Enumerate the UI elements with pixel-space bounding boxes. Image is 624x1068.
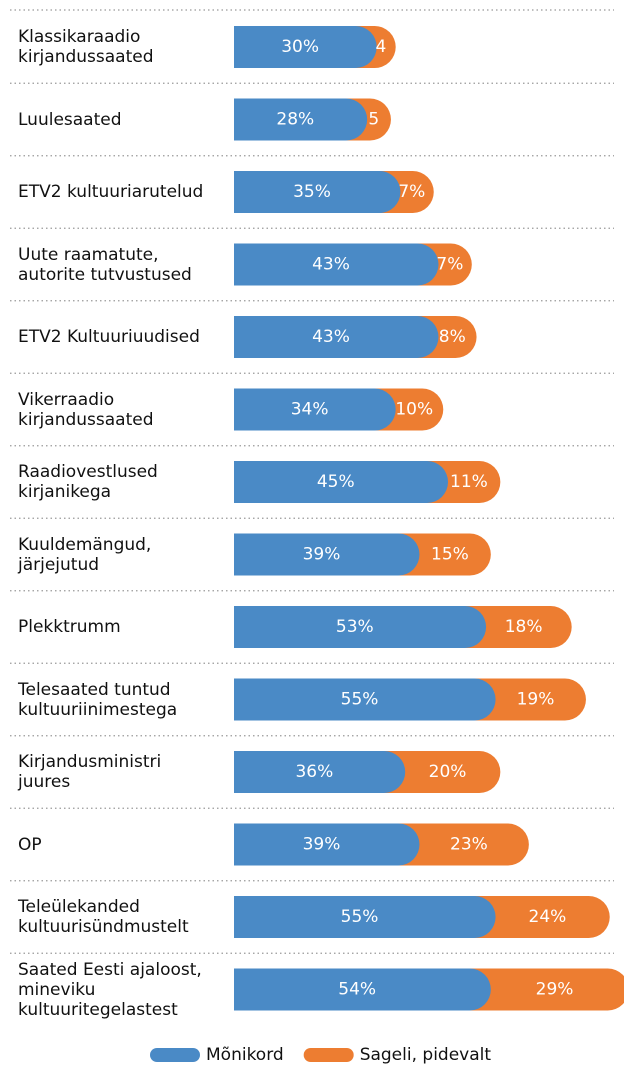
bar-segment [234,316,439,358]
bar-segment [474,896,610,938]
bar-segment [234,606,487,648]
bar-segment [465,606,572,648]
bar-segment [234,171,401,213]
value-label: 35% [293,182,331,202]
bar-segment [234,968,491,1011]
bar-segment [234,26,377,68]
bar-segment [427,461,501,503]
bar-segment [474,678,586,721]
value-label: 54% [338,980,376,1000]
bar-segment [234,533,420,576]
value-label: 4 [376,37,387,57]
legend-label: Mõnikord [206,1045,284,1065]
category-label: Raadiovestlused kirjanikega [18,462,158,502]
value-label: 11% [450,472,488,492]
value-label: 29% [536,980,574,1000]
legend-swatch [150,1048,200,1062]
value-label: 7% [436,255,463,275]
bar-segment [234,98,368,141]
value-label: 20% [429,762,467,782]
value-label: 39% [303,545,341,565]
category-label: Saated Eesti ajaloost, mineviku kultuuri… [18,959,202,1020]
value-label: 45% [317,472,355,492]
category-label: Uute raamatute, autorite tutvustused [18,244,192,285]
value-label: 55% [341,907,379,927]
value-label: 19% [517,690,555,710]
bar-segment [234,243,439,286]
value-label: 24% [529,907,567,927]
bar-segment [398,533,491,576]
value-label: 7% [398,182,425,202]
legend-swatch [303,1048,354,1062]
bar-segment [398,823,529,866]
category-label: Telesaated tuntud kultuuriinimestega [18,679,178,720]
bar-segment [234,678,496,721]
value-label: 30% [281,37,319,57]
value-label: 5 [368,110,379,130]
bar-segment [384,751,501,793]
value-label: 55% [341,690,379,710]
value-label: 28% [276,110,314,130]
category-label: OP [18,834,42,855]
category-label: Klassikaraadio kirjandussaated [18,27,154,67]
value-label: 43% [312,327,350,347]
value-label: 8% [439,327,466,347]
category-label: ETV2 kultuuriarutelud [18,182,204,202]
category-label: Luulesaated [18,109,122,130]
category-label: Kirjandusministri juures [18,752,162,792]
bar-segment [234,388,396,431]
bar-segment [469,968,624,1011]
value-label: 39% [303,835,341,855]
legend-label: Sageli, pidevalt [360,1045,492,1065]
bar-segment [234,751,406,793]
value-label: 15% [431,545,469,565]
category-label: ETV2 Kultuuriuudised [18,327,200,347]
bar-segment [234,823,420,866]
value-label: 23% [450,835,488,855]
category-label: Kuuldemängud, järjejutud [18,534,152,575]
value-label: 34% [291,400,329,420]
value-label: 10% [395,400,433,420]
bar-segment [234,896,496,938]
value-label: 36% [295,762,333,782]
value-label: 53% [336,617,374,637]
category-label: Vikerraadio kirjandussaated [18,389,154,430]
bar-segment [234,461,449,503]
value-label: 43% [312,255,350,275]
category-label: Teleülekanded kultuurisündmustelt [18,897,189,937]
value-label: 18% [505,617,543,637]
category-label: Plekktrumm [18,617,121,637]
